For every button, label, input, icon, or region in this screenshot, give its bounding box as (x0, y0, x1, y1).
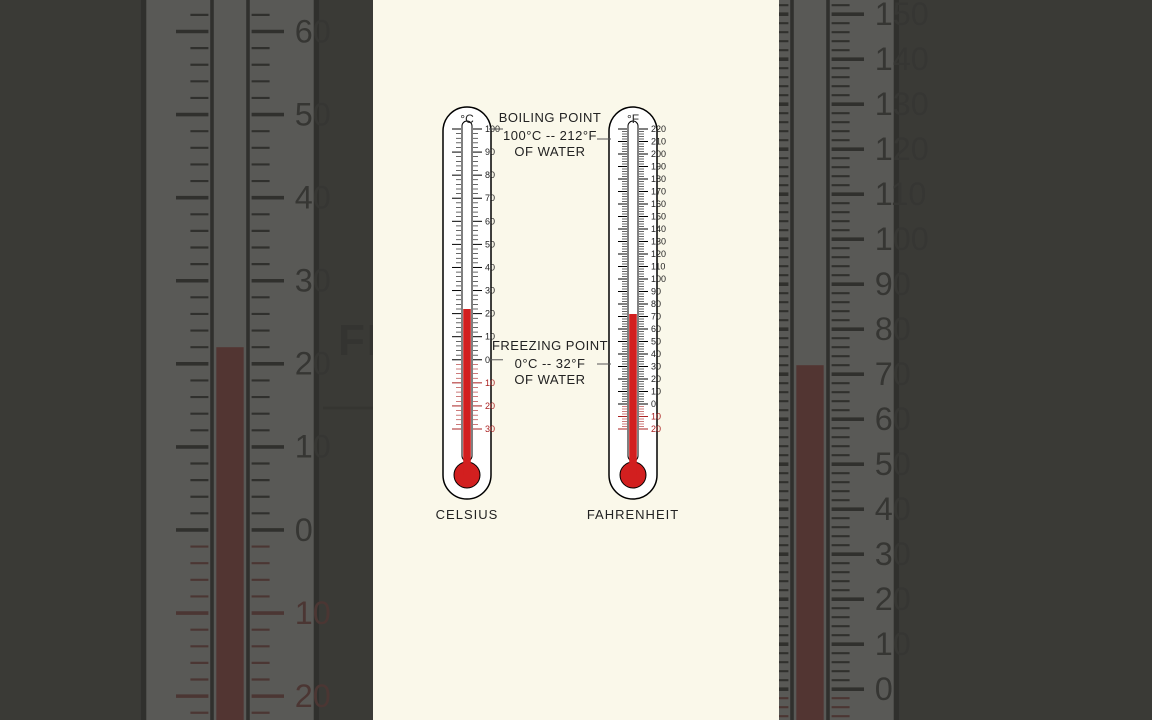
svg-text:80: 80 (485, 170, 495, 180)
svg-text:200: 200 (651, 149, 666, 159)
svg-text:20: 20 (651, 424, 661, 434)
svg-text:100: 100 (651, 274, 666, 284)
svg-text:220: 220 (651, 124, 666, 134)
svg-text:190: 190 (651, 162, 666, 172)
svg-text:20: 20 (651, 374, 661, 384)
celsius-name-label: CELSIUS (427, 507, 507, 522)
svg-text:50: 50 (651, 337, 661, 347)
svg-text:°C: °C (460, 112, 474, 126)
boiling-value: 100°C -- 212°F (490, 128, 610, 143)
svg-text:30: 30 (651, 362, 661, 372)
svg-text:40: 40 (485, 262, 495, 272)
svg-text:°F: °F (627, 112, 639, 126)
svg-text:160: 160 (651, 199, 666, 209)
svg-text:170: 170 (651, 187, 666, 197)
svg-text:110: 110 (651, 262, 665, 272)
svg-text:30: 30 (485, 424, 495, 434)
svg-text:50: 50 (485, 239, 495, 249)
svg-text:210: 210 (651, 137, 666, 147)
svg-text:130: 130 (651, 237, 666, 247)
svg-text:180: 180 (651, 174, 666, 184)
svg-text:90: 90 (651, 287, 661, 297)
svg-text:40: 40 (651, 349, 661, 359)
svg-text:10: 10 (651, 387, 661, 397)
freezing-title: FREEZING POINT (490, 338, 610, 353)
svg-text:80: 80 (651, 299, 661, 309)
svg-text:140: 140 (651, 224, 666, 234)
freezing-value: 0°C -- 32°F (490, 356, 610, 371)
freezing-sub: OF WATER (490, 372, 610, 387)
svg-text:10: 10 (651, 412, 661, 422)
svg-text:20: 20 (485, 309, 495, 319)
svg-text:60: 60 (651, 324, 661, 334)
boiling-title: BOILING POINT (490, 110, 610, 125)
svg-text:70: 70 (485, 193, 495, 203)
svg-text:30: 30 (485, 286, 495, 296)
svg-text:20: 20 (485, 401, 495, 411)
svg-text:70: 70 (651, 312, 661, 322)
svg-text:0: 0 (651, 399, 656, 409)
fahrenheit-name-label: FAHRENHEIT (583, 507, 683, 522)
boiling-sub: OF WATER (490, 144, 610, 159)
svg-text:60: 60 (485, 216, 495, 226)
svg-text:120: 120 (651, 249, 666, 259)
svg-text:150: 150 (651, 212, 666, 222)
